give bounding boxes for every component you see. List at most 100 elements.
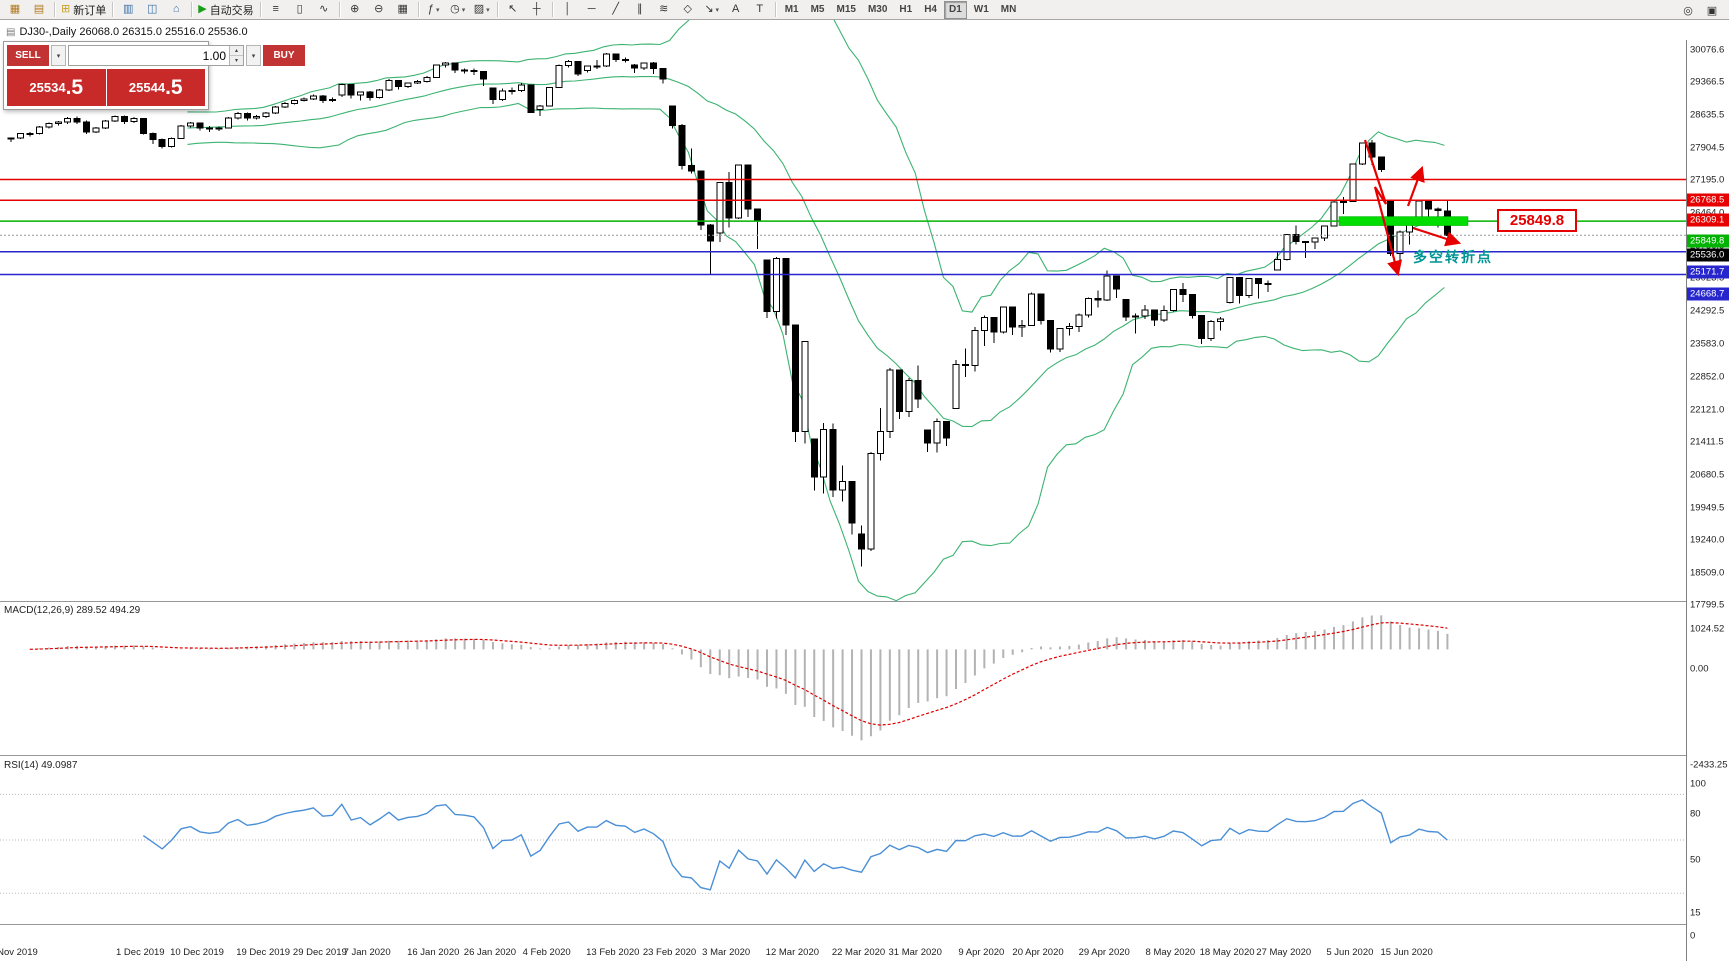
price-level-badge: 26768.5 (1687, 193, 1729, 207)
trend-annotation-arrow[interactable] (1363, 139, 1403, 277)
price-axis-label: 100 (1690, 778, 1706, 790)
candle-body (139, 117, 147, 135)
horizontal-line-icon[interactable]: ─ (580, 0, 604, 20)
date-axis-label: 22 Mar 2020 (831, 947, 886, 958)
text-label-icon[interactable]: T (748, 0, 772, 20)
rsi-pane-canvas[interactable] (0, 756, 1686, 924)
timeframe-mn[interactable]: MN (1000, 4, 1017, 15)
price-axis-label: 28635.5 (1690, 109, 1725, 121)
crosshair-icon[interactable]: ┼ (525, 0, 549, 20)
main-chart-canvas[interactable] (0, 20, 1686, 602)
bollinger-bands (187, 20, 1445, 602)
periods-icon[interactable]: ◷ ▾ (446, 0, 470, 20)
candle-body (565, 60, 573, 67)
candle-body (300, 98, 308, 102)
trend-annotation-arrow[interactable] (1406, 165, 1425, 207)
timeframe-m1[interactable]: M1 (784, 4, 799, 15)
candle-body (224, 117, 232, 129)
chart-list-icon[interactable]: ▣ (1700, 1, 1724, 21)
search-icon[interactable]: ◎ (1676, 1, 1700, 21)
pane-separator[interactable] (0, 755, 1729, 756)
zoom-in-icon[interactable]: ⊕ (343, 0, 367, 20)
channel-icon[interactable]: ∥ (628, 0, 652, 20)
timeframe-m15[interactable]: M15 (836, 4, 856, 15)
data-window-icon[interactable]: ◫ (140, 0, 164, 20)
volume-increment-button[interactable]: ▴ (230, 46, 243, 56)
candle-body (1396, 231, 1404, 255)
candle-body (1065, 326, 1073, 329)
buy-options-caret[interactable]: ▾ (246, 45, 261, 66)
new-order-button[interactable]: ⊞ 新订单 (58, 0, 109, 20)
timeframe-d1[interactable]: D1 (944, 0, 967, 19)
candle-body (480, 70, 487, 80)
macd-pane-canvas[interactable] (0, 602, 1686, 755)
navigator-icon[interactable]: ⌂ (164, 0, 188, 20)
time-axis[interactable]: Nov 2019 1 Dec 2019 10 Dec 2019 19 Dec 2019… (0, 945, 1686, 961)
sell-price-button[interactable]: 25534.5 (7, 69, 106, 106)
vertical-line-icon[interactable]: │ (556, 0, 580, 20)
candle-body (858, 533, 865, 550)
fibonacci-icon[interactable]: ≋ (652, 0, 676, 20)
candle-body (546, 86, 554, 107)
templates-icon-caret[interactable]: ▾ (486, 6, 490, 14)
macd-signal-line (29, 621, 1448, 726)
chart-profiles-icon[interactable]: ▤ (27, 0, 51, 20)
toolbar-separator (774, 2, 776, 17)
sell-button[interactable]: SELL (7, 45, 49, 66)
volume-decrement-button[interactable]: ▾ (230, 56, 243, 65)
candle-body (1009, 306, 1017, 328)
line-chart-icon[interactable]: ∿ (312, 0, 336, 20)
candle-body (64, 117, 72, 123)
trend-annotation-arrow[interactable] (1412, 226, 1462, 247)
candle-body (489, 87, 497, 101)
candle-body (697, 170, 705, 226)
cursor-icon[interactable]: ↖ (501, 0, 525, 20)
buy-price-button[interactable]: 25544.5 (106, 69, 205, 106)
timeframe-w1[interactable]: W1 (973, 4, 989, 15)
candle-body (706, 224, 714, 242)
candle-body (631, 64, 639, 69)
arrows-icon-caret[interactable]: ▾ (715, 6, 720, 14)
arrows-icon[interactable]: ↘ ▾ (700, 0, 724, 20)
timeframe-h1[interactable]: H1 (899, 4, 913, 15)
tile-windows-icon[interactable]: ▦ (391, 0, 415, 20)
buy-button[interactable]: BUY (263, 45, 305, 66)
date-axis-label: 19 Dec 2019 (236, 947, 291, 958)
timeframe-m5[interactable]: M5 (810, 4, 825, 15)
zoom-out-icon[interactable]: ⊖ (367, 0, 391, 20)
candle-body (1425, 200, 1432, 210)
price-axis-label: 80 (1690, 808, 1701, 820)
market-watch-icon[interactable]: ▥ (116, 0, 140, 20)
timeframe-h4[interactable]: H4 (924, 4, 937, 15)
sell-options-caret[interactable]: ▾ (51, 45, 66, 66)
turning-point-label[interactable]: 多空转折点 (1413, 249, 1493, 265)
candlestick-chart-icon[interactable]: ▯ (288, 0, 312, 20)
pane-separator[interactable] (0, 601, 1729, 602)
indicators-icon[interactable]: ƒ ▾ (422, 0, 446, 20)
ask-price-text: .5 (165, 76, 183, 99)
candle-body (347, 84, 355, 96)
candle-body (905, 379, 913, 413)
price-callout[interactable]: 25849.8 (1497, 209, 1577, 232)
price-axis[interactable]: 30076.6 29366.5 28635.5 27904.5 27195.0 26464… (1686, 40, 1729, 961)
volume-input[interactable] (69, 46, 229, 65)
new-chart-icon[interactable]: ▦ (3, 0, 27, 20)
date-axis-label: 23 Feb 2020 (642, 947, 697, 958)
periods-icon-caret[interactable]: ▾ (461, 6, 466, 14)
auto-trading-button: ▶ (198, 3, 207, 15)
trend-annotation-arrows[interactable] (1363, 139, 1462, 277)
candle-body (1094, 298, 1102, 301)
indicators-icon-caret[interactable]: ▾ (435, 6, 440, 14)
auto-trading-button[interactable]: ▶ 自动交易 (195, 0, 256, 20)
support-zone-rect[interactable] (1338, 216, 1469, 226)
shapes-icon[interactable]: ◇ (676, 0, 700, 20)
bollinger-middle (187, 75, 1445, 428)
trendline-icon[interactable]: ╱ (604, 0, 628, 20)
templates-icon[interactable]: ▨ ▾ (470, 0, 494, 20)
zoom-in-icon: ⊕ (350, 3, 360, 15)
support-zone-rect[interactable] (1338, 216, 1469, 226)
timeframe-m30[interactable]: M30 (867, 4, 888, 15)
text-icon[interactable]: A (724, 0, 748, 20)
bar-chart-icon[interactable]: ≡ (264, 0, 288, 20)
new-order-button-label: 新订单 (73, 4, 107, 17)
